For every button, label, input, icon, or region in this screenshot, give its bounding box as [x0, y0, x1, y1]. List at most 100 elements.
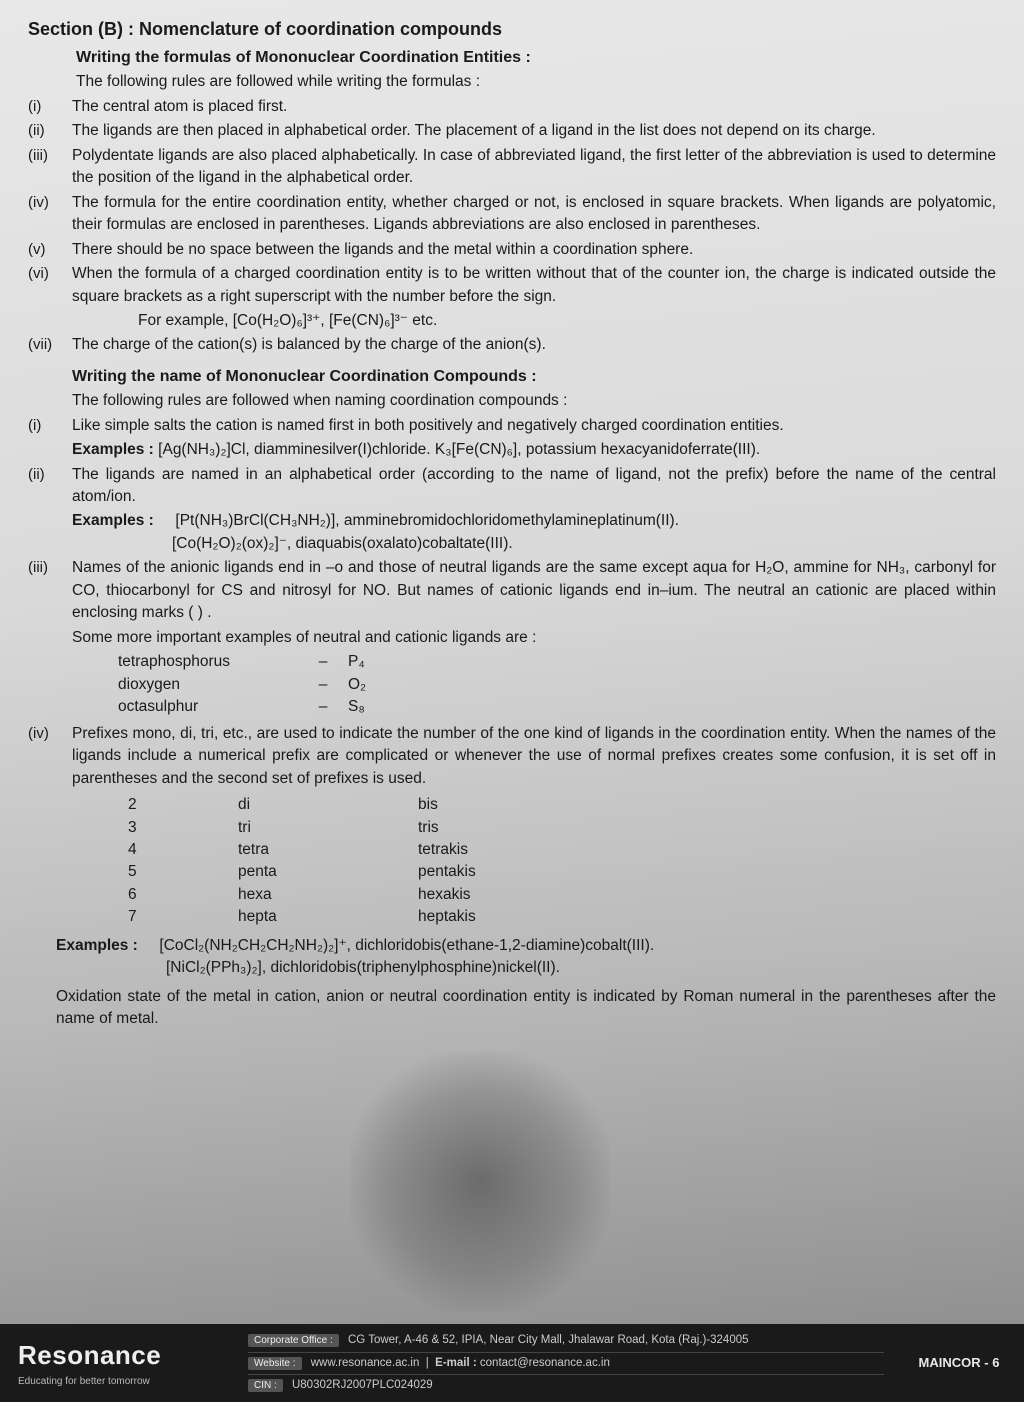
- rule-text: The charge of the cation(s) is balanced …: [72, 334, 996, 356]
- rule-row: (i) The central atom is placed first.: [28, 96, 996, 118]
- prefix-simple: hexa: [238, 884, 418, 906]
- prefix-num: 5: [128, 861, 238, 883]
- prefix-row: 6 hexa hexakis: [128, 884, 996, 906]
- prefix-num: 3: [128, 817, 238, 839]
- prefix-simple: tri: [238, 817, 418, 839]
- ligand-intro: Some more important examples of neutral …: [72, 627, 996, 649]
- email-text: contact@resonance.ac.in: [480, 1357, 610, 1369]
- examples-label: Examples :: [72, 512, 154, 529]
- prefix-table: 2 di bis 3 tri tris 4 tetra tetrakis 5 p…: [128, 794, 996, 929]
- rule-text: Names of the anionic ligands end in –o a…: [72, 557, 996, 624]
- formulas-heading: Writing the formulas of Mononuclear Coor…: [76, 46, 996, 69]
- dash: –: [298, 696, 348, 718]
- ligand-name: tetraphosphorus: [118, 651, 298, 673]
- ligand-table: tetraphosphorus – P₄ dioxygen – O₂ octas…: [118, 651, 996, 718]
- rule-row: (ii) The ligands are then placed in alph…: [28, 120, 996, 142]
- rule-row: (iii) Polydentate ligands are also place…: [28, 145, 996, 190]
- rule-number: (v): [28, 239, 72, 261]
- rule-row: (v) There should be no space between the…: [28, 239, 996, 261]
- rule-text: Polydentate ligands are also placed alph…: [72, 145, 996, 190]
- ligand-symbol: P₄: [348, 651, 408, 673]
- rule-row: (iv) Prefixes mono, di, tri, etc., are u…: [28, 723, 996, 790]
- prefix-simple: tetra: [238, 839, 418, 861]
- prefix-simple: penta: [238, 861, 418, 883]
- prefix-row: 7 hepta heptakis: [128, 906, 996, 928]
- rule-number: (ii): [28, 464, 72, 509]
- rule-text: The central atom is placed first.: [72, 96, 996, 118]
- prefix-num: 4: [128, 839, 238, 861]
- prefix-row: 4 tetra tetrakis: [128, 839, 996, 861]
- rule-text: The ligands are named in an alphabetical…: [72, 464, 996, 509]
- rule-text: Prefixes mono, di, tri, etc., are used t…: [72, 723, 996, 790]
- examples-label: Examples :: [72, 441, 154, 458]
- prefix-complex: tetrakis: [418, 839, 598, 861]
- logo-tagline: Educating for better tomorrow: [18, 1375, 238, 1390]
- names-intro: The following rules are followed when na…: [72, 390, 996, 412]
- example-text: [Ag(NH₃)₂]Cl, diamminesilver(I)chloride.…: [158, 441, 760, 458]
- rule-number: (vii): [28, 334, 72, 356]
- example-block: Examples : [Ag(NH₃)₂]Cl, diamminesilver(…: [72, 439, 996, 461]
- prefix-complex: hexakis: [418, 884, 598, 906]
- prefix-num: 6: [128, 884, 238, 906]
- rule-number: (vi): [28, 263, 72, 308]
- cin-text: U80302RJ2007PLC024029: [292, 1379, 433, 1391]
- prefix-simple: hepta: [238, 906, 418, 928]
- footer-logo-block: Resonance Educating for better tomorrow: [0, 1324, 238, 1402]
- rule-text: Like simple salts the cation is named fi…: [72, 415, 996, 437]
- rule-number: (i): [28, 415, 72, 437]
- ligand-name: dioxygen: [118, 674, 298, 696]
- corp-office-text: CG Tower, A-46 & 52, IPIA, Near City Mal…: [348, 1334, 749, 1346]
- rule-text: The formula for the entire coordination …: [72, 192, 996, 237]
- example-text: [Pt(NH₃)BrCl(CH₃NH₂)], amminebromidochlo…: [175, 512, 679, 529]
- ligand-symbol: O₂: [348, 674, 408, 696]
- example-text: [NiCl₂(PPh₃)₂], dichloridobis(triphenylp…: [166, 957, 996, 979]
- rule-row: (iii) Names of the anionic ligands end i…: [28, 557, 996, 624]
- website-text: www.resonance.ac.in: [311, 1357, 420, 1369]
- ligand-row: dioxygen – O₂: [118, 674, 996, 696]
- thumb-shadow: [350, 1052, 610, 1312]
- oxidation-note: Oxidation state of the metal in cation, …: [56, 986, 996, 1031]
- ligand-name: octasulphur: [118, 696, 298, 718]
- footer: Resonance Educating for better tomorrow …: [0, 1324, 1024, 1402]
- rule-text: When the formula of a charged coordinati…: [72, 263, 996, 308]
- formulas-intro: The following rules are followed while w…: [76, 71, 996, 93]
- prefix-row: 2 di bis: [128, 794, 996, 816]
- prefix-complex: pentakis: [418, 861, 598, 883]
- footer-info: Corporate Office : CG Tower, A-46 & 52, …: [238, 1324, 894, 1402]
- prefix-complex: bis: [418, 794, 598, 816]
- dash: –: [298, 674, 348, 696]
- dash: –: [298, 651, 348, 673]
- rule-row: (i) Like simple salts the cation is name…: [28, 415, 996, 437]
- rule-row: (ii) The ligands are named in an alphabe…: [28, 464, 996, 509]
- prefix-num: 7: [128, 906, 238, 928]
- rule-text: There should be no space between the lig…: [72, 239, 996, 261]
- example-block: Examples : [CoCl₂(NH₂CH₂CH₂NH₂)₂]⁺, dich…: [56, 935, 996, 957]
- prefix-row: 3 tri tris: [128, 817, 996, 839]
- website-label: Website :: [248, 1357, 302, 1370]
- email-label: E-mail :: [435, 1357, 477, 1369]
- prefix-simple: di: [238, 794, 418, 816]
- ligand-row: octasulphur – S₈: [118, 696, 996, 718]
- formula-example: For example, [Co(H₂O)₆]³⁺, [Fe(CN)₆]³⁻ e…: [138, 310, 996, 332]
- rule-text: The ligands are then placed in alphabeti…: [72, 120, 996, 142]
- example-text: [CoCl₂(NH₂CH₂CH₂NH₂)₂]⁺, dichloridobis(e…: [159, 937, 654, 954]
- logo-text: Resonance: [18, 1337, 238, 1375]
- names-heading: Writing the name of Mononuclear Coordina…: [72, 365, 996, 388]
- cin-label: CIN :: [248, 1379, 283, 1392]
- corp-office-label: Corporate Office :: [248, 1334, 339, 1347]
- rule-number: (iv): [28, 192, 72, 237]
- rule-number: (iii): [28, 557, 72, 624]
- prefix-num: 2: [128, 794, 238, 816]
- example-block: Examples : [Pt(NH₃)BrCl(CH₃NH₂)], ammine…: [72, 510, 996, 532]
- rule-number: (i): [28, 96, 72, 118]
- rule-number: (iv): [28, 723, 72, 790]
- rule-row: (vi) When the formula of a charged coord…: [28, 263, 996, 308]
- document-page: Section (B) : Nomenclature of coordinati…: [0, 0, 1024, 1031]
- rule-row: (vii) The charge of the cation(s) is bal…: [28, 334, 996, 356]
- ligand-row: tetraphosphorus – P₄: [118, 651, 996, 673]
- ligand-symbol: S₈: [348, 696, 408, 718]
- rule-number: (ii): [28, 120, 72, 142]
- rule-number: (iii): [28, 145, 72, 190]
- prefix-complex: heptakis: [418, 906, 598, 928]
- footer-cin-row: CIN : U80302RJ2007PLC024029: [248, 1374, 884, 1396]
